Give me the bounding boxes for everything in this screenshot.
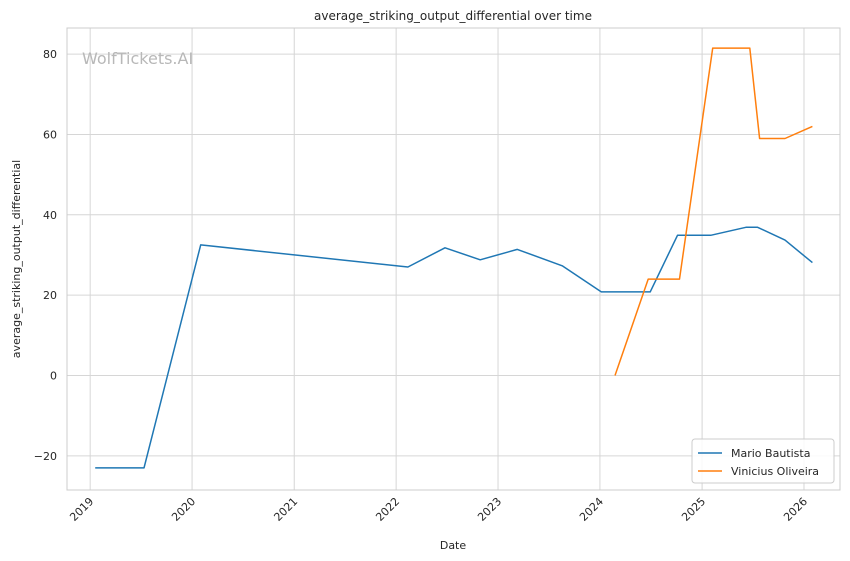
y-tick-label: 60 xyxy=(43,128,57,141)
data-point-vinicius-oliveira xyxy=(647,278,649,280)
series-layer xyxy=(94,47,814,469)
legend: Mario Bautista Vinicius Oliveira xyxy=(691,438,835,484)
x-gridlines xyxy=(89,28,805,490)
y-tick-label: 80 xyxy=(43,48,57,61)
data-point-vinicius-oliveira xyxy=(759,138,761,140)
series-line-mario-bautista xyxy=(95,226,813,469)
data-point-mario-bautista xyxy=(143,467,145,469)
legend-box xyxy=(691,438,835,484)
chart-title: average_striking_output_differential ove… xyxy=(314,9,592,23)
series-line-vinicius-oliveira xyxy=(614,47,813,376)
data-point-mario-bautista xyxy=(649,291,651,293)
plot-area xyxy=(67,28,840,490)
data-point-vinicius-oliveira xyxy=(614,375,616,377)
legend-label-vinicius-oliveira: Vinicius Oliveira xyxy=(731,465,819,478)
plot-frame xyxy=(66,27,841,491)
data-point-mario-bautista xyxy=(745,226,747,228)
data-point-vinicius-oliveira xyxy=(812,126,814,128)
y-gridlines xyxy=(67,53,840,457)
y-axis-label: average_striking_output_differential xyxy=(10,160,23,358)
data-point-mario-bautista xyxy=(677,234,679,236)
data-point-mario-bautista xyxy=(812,262,814,264)
data-point-mario-bautista xyxy=(710,234,712,236)
data-point-mario-bautista xyxy=(200,244,202,246)
y-tick-labels: −20 0 20 40 60 80 xyxy=(34,48,57,463)
watermark: WolfTickets.AI xyxy=(82,49,193,68)
data-point-vinicius-oliveira xyxy=(712,47,714,49)
y-tick-label: 0 xyxy=(50,370,57,383)
legend-label-mario-bautista: Mario Bautista xyxy=(731,447,810,460)
data-point-mario-bautista xyxy=(407,266,409,268)
data-point-mario-bautista xyxy=(444,247,446,249)
y-tick-label: 40 xyxy=(43,209,57,222)
data-point-mario-bautista xyxy=(601,291,603,293)
data-point-mario-bautista xyxy=(94,467,96,469)
data-point-mario-bautista xyxy=(561,265,563,267)
x-axis-label: Date xyxy=(440,539,467,552)
data-point-mario-bautista xyxy=(757,226,759,228)
data-point-mario-bautista xyxy=(784,239,786,241)
data-point-vinicius-oliveira xyxy=(784,138,786,140)
y-tick-label: −20 xyxy=(34,450,57,463)
data-point-vinicius-oliveira xyxy=(749,47,751,49)
y-tick-label: 20 xyxy=(43,289,57,302)
data-point-mario-bautista xyxy=(479,259,481,261)
data-point-mario-bautista xyxy=(516,249,518,251)
data-point-vinicius-oliveira xyxy=(679,278,681,280)
